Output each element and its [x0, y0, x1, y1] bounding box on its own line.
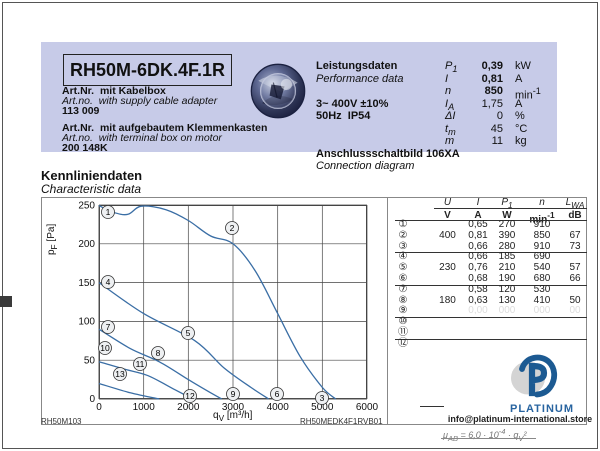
- svg-text:1000: 1000: [133, 402, 156, 413]
- svg-text:100: 100: [78, 317, 95, 328]
- svg-text:150: 150: [78, 278, 95, 289]
- svg-text:1: 1: [106, 207, 111, 217]
- svg-text:11: 11: [136, 359, 145, 369]
- svg-text:3000: 3000: [222, 402, 245, 413]
- svg-text:200: 200: [78, 239, 95, 250]
- svg-text:2000: 2000: [177, 402, 200, 413]
- svg-text:13: 13: [115, 369, 125, 379]
- svg-text:2: 2: [230, 223, 235, 233]
- svg-text:4: 4: [106, 277, 111, 287]
- svg-text:4000: 4000: [267, 402, 290, 413]
- svg-text:10: 10: [100, 343, 110, 353]
- svg-text:3: 3: [320, 393, 325, 403]
- svg-text:6: 6: [275, 389, 280, 399]
- svg-text:6000: 6000: [356, 402, 379, 413]
- svg-text:7: 7: [106, 322, 111, 332]
- svg-text:0: 0: [89, 394, 95, 405]
- svg-text:0: 0: [96, 402, 102, 413]
- svg-text:5: 5: [186, 328, 191, 338]
- svg-text:50: 50: [84, 356, 96, 367]
- svg-text:9: 9: [231, 389, 236, 399]
- svg-text:250: 250: [78, 200, 95, 211]
- svg-text:12: 12: [185, 391, 195, 401]
- svg-text:8: 8: [156, 348, 161, 358]
